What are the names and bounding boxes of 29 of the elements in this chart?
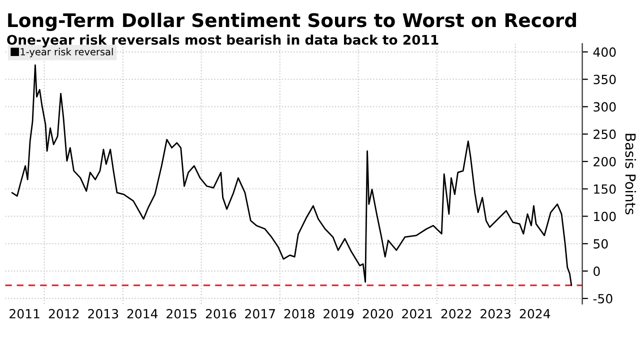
y-tick-label: 250: [594, 130, 616, 140]
x-tick-label: 2011: [10, 309, 40, 318]
x-tick-label: 2020: [362, 309, 393, 318]
x-tick-label: 2018: [284, 309, 314, 318]
x-tick-label: 2021: [402, 309, 432, 318]
x-tick-label: 2023: [480, 309, 510, 318]
y-tick-label: 200: [594, 156, 616, 166]
line-series: [11, 64, 572, 286]
x-tick-label: 2014: [127, 309, 158, 318]
y-tick-label: 350: [594, 74, 616, 84]
x-tick-label: 2016: [206, 309, 236, 318]
y-tick-label: 100: [594, 212, 616, 222]
chart-title: Long-Term Dollar Sentiment Sours to Worst on Record: [8, 12, 576, 32]
x-tick-label: 2017: [245, 309, 275, 318]
y-tick-label: -50: [593, 294, 612, 304]
y-tick-label: 400: [593, 47, 616, 57]
y-tick-label: 50: [594, 239, 608, 249]
y-tick-label: 0: [594, 266, 600, 276]
x-tick-label: 2013: [88, 309, 118, 318]
x-tick-label: 2022: [441, 309, 472, 318]
chart-subtitle: One-year risk reversals most bearish in data back to 2011: [7, 34, 438, 48]
x-tick-label: 2019: [324, 309, 354, 318]
x-tick-label: 2024: [520, 309, 550, 318]
x-tick-label: 2012: [48, 309, 79, 318]
y-tick-label: 300: [594, 102, 616, 112]
y-tick-label: 150: [594, 184, 616, 194]
y-axis-title: Basis Points: [625, 134, 636, 214]
x-tick-label: 2015: [166, 309, 196, 318]
legend-label: 1-year risk reversal: [20, 48, 113, 58]
